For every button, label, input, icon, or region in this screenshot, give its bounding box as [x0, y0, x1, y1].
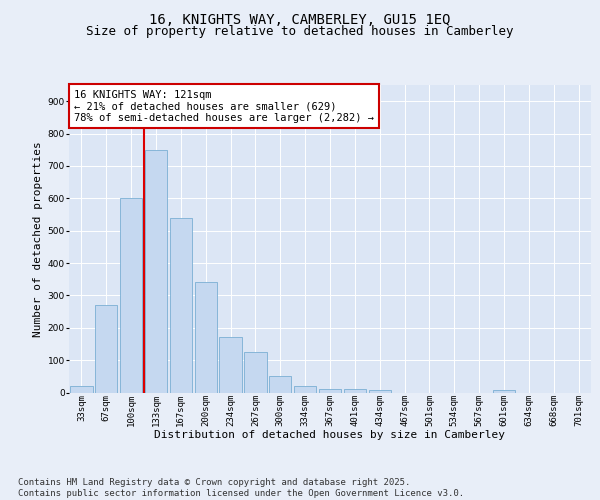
Bar [70, 386, 92, 392]
Bar [493, 390, 515, 392]
Bar [120, 198, 142, 392]
Bar [368, 390, 391, 392]
Bar [170, 218, 192, 392]
Bar [220, 338, 242, 392]
Bar [194, 282, 217, 393]
Bar [244, 352, 266, 393]
Text: Contains HM Land Registry data © Crown copyright and database right 2025.
Contai: Contains HM Land Registry data © Crown c… [18, 478, 464, 498]
Bar [145, 150, 167, 392]
Y-axis label: Number of detached properties: Number of detached properties [34, 141, 43, 336]
X-axis label: Distribution of detached houses by size in Camberley: Distribution of detached houses by size … [155, 430, 505, 440]
Bar [294, 386, 316, 392]
Bar [269, 376, 292, 392]
Bar [95, 305, 118, 392]
Bar [319, 390, 341, 392]
Text: 16, KNIGHTS WAY, CAMBERLEY, GU15 1EQ: 16, KNIGHTS WAY, CAMBERLEY, GU15 1EQ [149, 12, 451, 26]
Bar [344, 390, 366, 392]
Text: Size of property relative to detached houses in Camberley: Size of property relative to detached ho… [86, 25, 514, 38]
Text: 16 KNIGHTS WAY: 121sqm
← 21% of detached houses are smaller (629)
78% of semi-de: 16 KNIGHTS WAY: 121sqm ← 21% of detached… [74, 90, 374, 123]
